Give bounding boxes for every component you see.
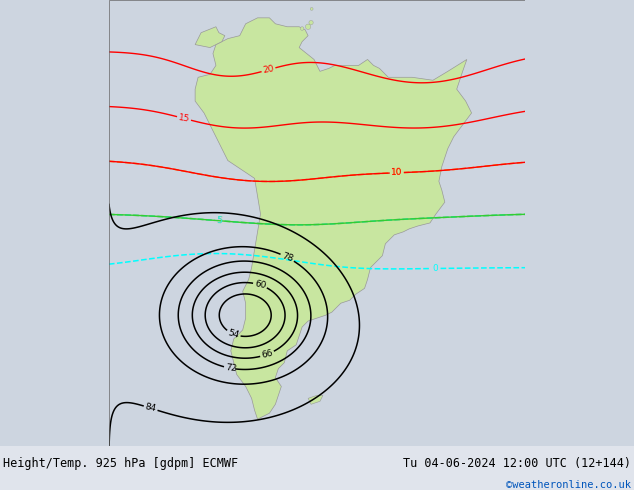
Circle shape <box>309 21 313 24</box>
Circle shape <box>310 7 313 10</box>
Text: 66: 66 <box>261 348 274 360</box>
Text: 10: 10 <box>391 168 403 177</box>
Text: 20: 20 <box>262 64 275 75</box>
Text: 54: 54 <box>227 328 240 340</box>
Text: ©weatheronline.co.uk: ©weatheronline.co.uk <box>506 480 631 490</box>
Polygon shape <box>195 18 472 419</box>
Text: 78: 78 <box>280 251 294 264</box>
Polygon shape <box>195 27 225 48</box>
Text: 84: 84 <box>144 403 157 414</box>
Text: 5: 5 <box>216 216 223 225</box>
Circle shape <box>301 27 304 30</box>
Text: 72: 72 <box>225 363 237 373</box>
Circle shape <box>306 24 311 29</box>
Text: Tu 04-06-2024 12:00 UTC (12+144): Tu 04-06-2024 12:00 UTC (12+144) <box>403 457 631 469</box>
Text: Height/Temp. 925 hPa [gdpm] ECMWF: Height/Temp. 925 hPa [gdpm] ECMWF <box>3 457 238 469</box>
Polygon shape <box>308 395 323 404</box>
Text: 15: 15 <box>178 113 190 124</box>
Text: 0: 0 <box>432 264 438 273</box>
Text: 10: 10 <box>391 168 403 177</box>
Text: 60: 60 <box>254 279 267 291</box>
Text: 5: 5 <box>216 216 223 225</box>
